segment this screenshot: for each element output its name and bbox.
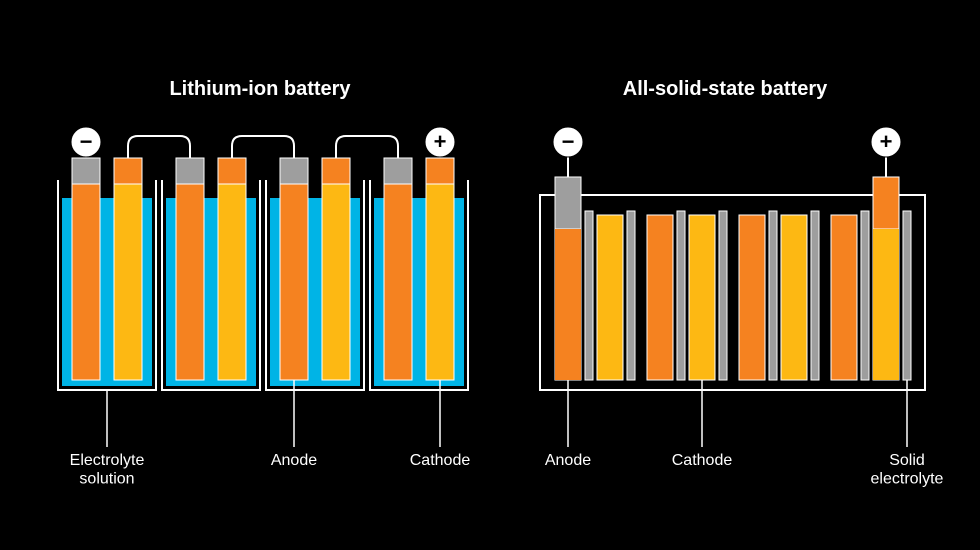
anode-cap <box>384 158 412 184</box>
anode-cap <box>176 158 204 184</box>
series-connector <box>336 136 398 158</box>
cathode-bar <box>781 215 807 380</box>
anode-bar <box>647 215 673 380</box>
cathode-bar <box>873 229 899 380</box>
svg-text:+: + <box>880 129 893 154</box>
solid-electrolyte-bar <box>769 211 777 380</box>
svg-text:Cathode: Cathode <box>672 452 733 469</box>
cathode-cap <box>322 158 350 184</box>
solid-electrolyte-bar <box>861 211 869 380</box>
cathode-bar <box>322 180 350 380</box>
solid-electrolyte-bar <box>627 211 635 380</box>
anode-cap <box>555 177 581 229</box>
svg-text:All-solid-state battery: All-solid-state battery <box>623 78 828 100</box>
svg-text:Electrolytesolution: Electrolytesolution <box>70 452 145 487</box>
svg-text:Lithium-ion battery: Lithium-ion battery <box>169 78 351 100</box>
cathode-cap <box>873 177 899 229</box>
cathode-bar <box>689 215 715 380</box>
solid-state-panel: All-solid-state battery − + Anode Cathode Sol… <box>540 78 944 487</box>
cathode-bar <box>426 180 454 380</box>
solid-electrolyte-bar <box>677 211 685 380</box>
cathode-cap <box>114 158 142 184</box>
anode-bar <box>72 180 100 380</box>
svg-text:+: + <box>434 129 447 154</box>
svg-text:Cathode: Cathode <box>410 452 471 469</box>
anode-bar <box>555 229 581 380</box>
svg-text:Anode: Anode <box>271 452 317 469</box>
anode-cap <box>72 158 100 184</box>
svg-text:−: − <box>562 129 575 154</box>
svg-text:Anode: Anode <box>545 452 591 469</box>
series-connector <box>232 136 294 158</box>
svg-text:Solidelectrolyte: Solidelectrolyte <box>871 452 944 487</box>
solid-electrolyte-bar <box>811 211 819 380</box>
svg-text:−: − <box>80 129 93 154</box>
cathode-bar <box>218 180 246 380</box>
cathode-cap <box>426 158 454 184</box>
solid-electrolyte-bar <box>903 211 911 380</box>
anode-bar <box>176 180 204 380</box>
solid-electrolyte-bar <box>585 211 593 380</box>
lithium-ion-panel: Lithium-ion battery − + Electrolytesolution… <box>58 78 470 487</box>
anode-bar <box>384 180 412 380</box>
anode-bar <box>280 180 308 380</box>
cathode-bar <box>114 180 142 380</box>
anode-bar <box>831 215 857 380</box>
anode-cap <box>280 158 308 184</box>
anode-bar <box>739 215 765 380</box>
solid-electrolyte-bar <box>719 211 727 380</box>
cathode-bar <box>597 215 623 380</box>
series-connector <box>128 136 190 158</box>
cathode-cap <box>218 158 246 184</box>
